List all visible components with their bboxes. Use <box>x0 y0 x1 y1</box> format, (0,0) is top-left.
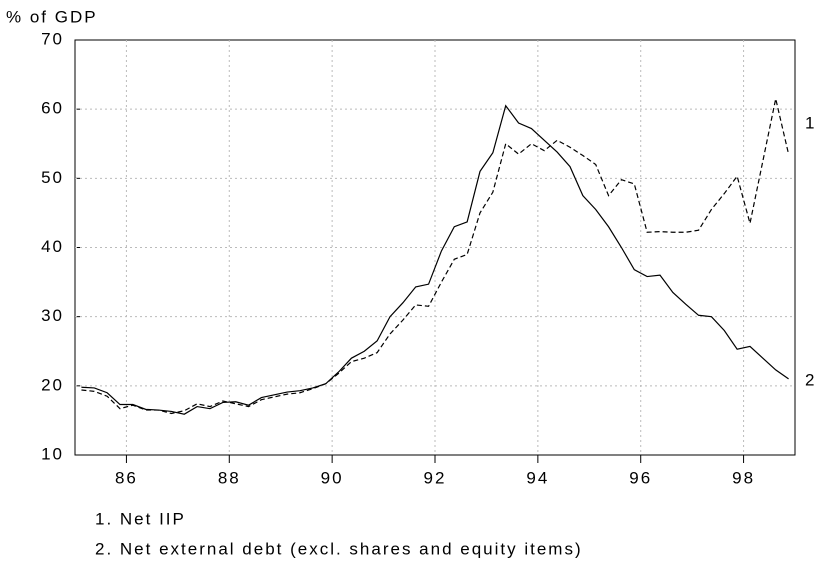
x-tick-label: 94 <box>526 468 549 487</box>
x-tick-label: 92 <box>424 468 447 487</box>
x-tick-label: 96 <box>629 468 652 487</box>
data-line <box>81 104 789 415</box>
y-tick-label: 10 <box>41 444 64 463</box>
line-end-label: 1 <box>805 114 816 133</box>
y-tick-label: 20 <box>41 375 64 394</box>
legend-entry: 1. Net IIP <box>95 509 186 528</box>
x-tick-label: 86 <box>115 468 138 487</box>
x-tick-label: 88 <box>218 468 241 487</box>
x-tick-label: 98 <box>732 468 755 487</box>
line-end-label: 2 <box>805 370 816 389</box>
y-axis-label: % of GDP <box>6 7 98 26</box>
legend-entry: 2. Net external debt (excl. shares and e… <box>95 539 583 558</box>
y-tick-label: 70 <box>41 29 64 48</box>
y-tick-label: 40 <box>41 237 64 256</box>
y-tick-label: 30 <box>41 306 64 325</box>
x-tick-label: 90 <box>321 468 344 487</box>
y-tick-label: 50 <box>41 168 64 187</box>
data-line <box>81 98 790 415</box>
y-tick-label: 60 <box>41 99 64 118</box>
